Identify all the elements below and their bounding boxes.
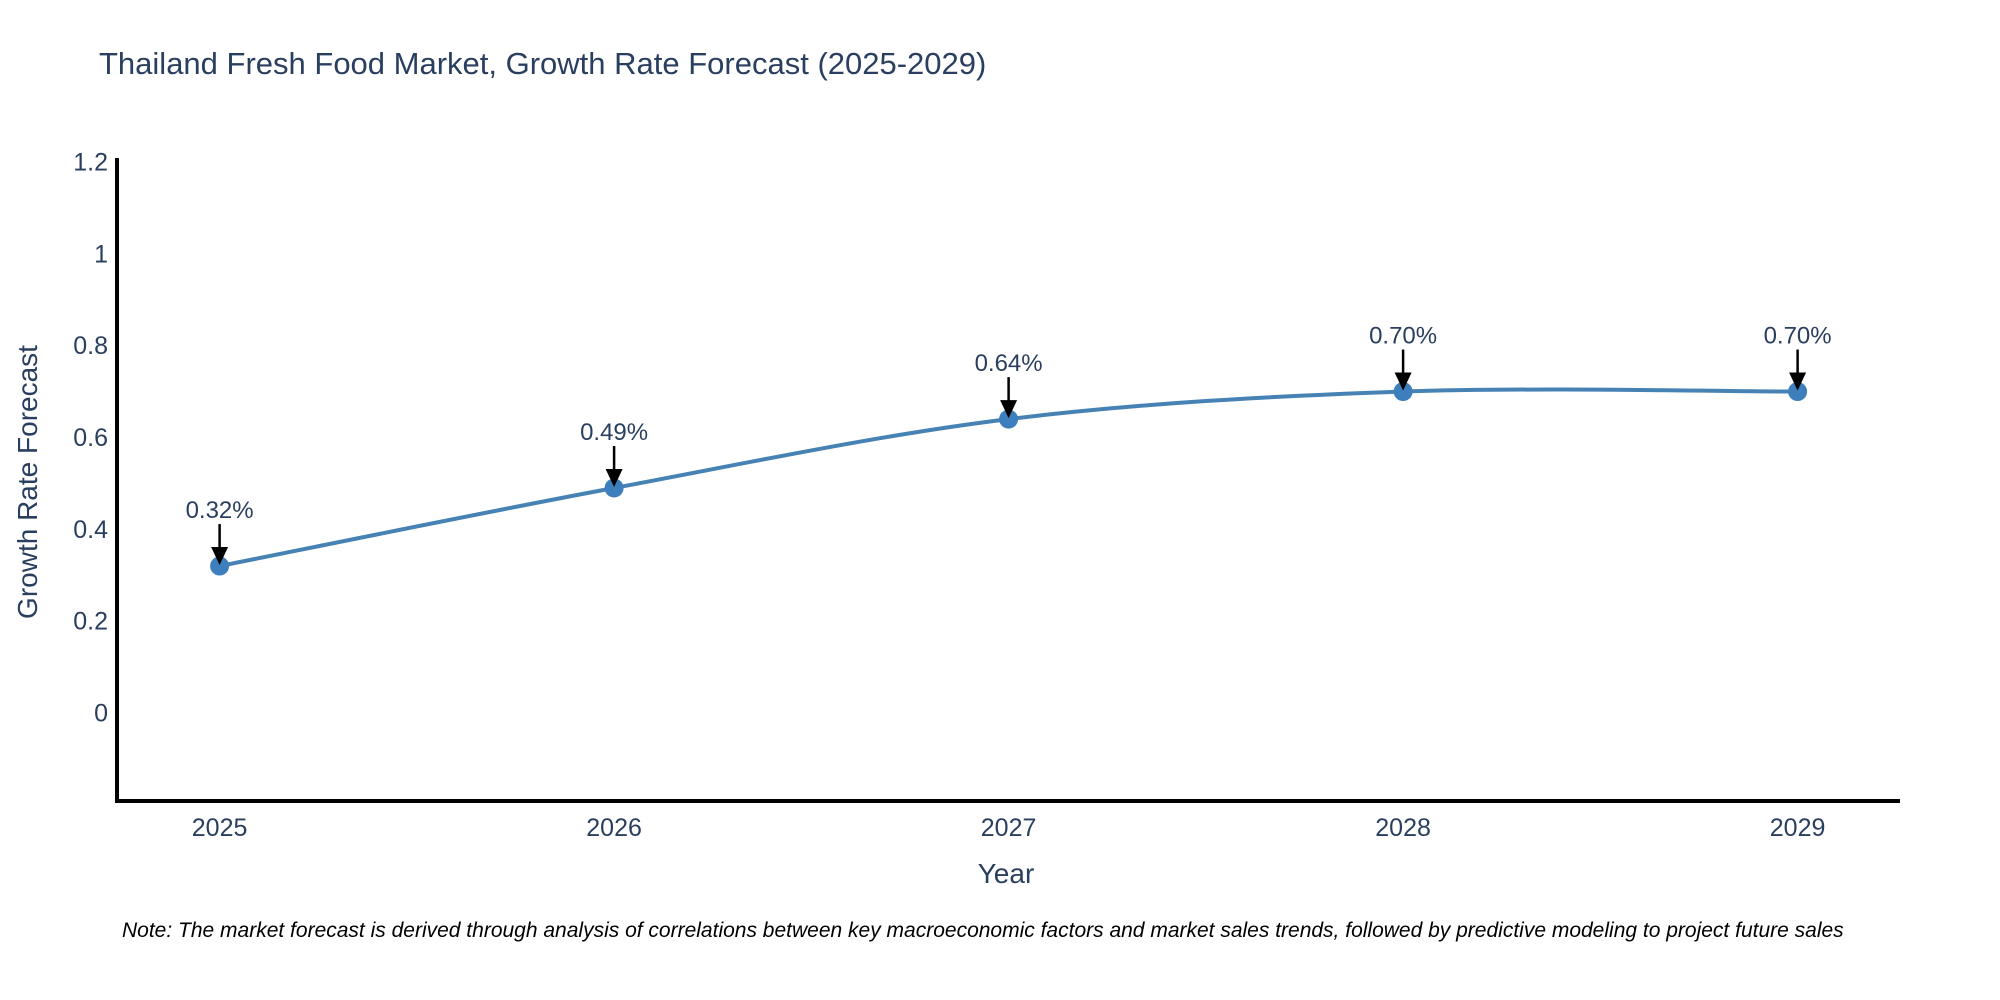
annotation-arrowhead-icon — [1789, 372, 1807, 391]
footnote: Note: The market forecast is derived thr… — [122, 919, 1844, 942]
annotation-arrowhead-icon — [211, 547, 229, 566]
chart-title: Thailand Fresh Food Market, Growth Rate … — [99, 46, 987, 81]
point-label: 0.70% — [1369, 323, 1437, 350]
x-axis-title: Year — [977, 858, 1035, 889]
point-label: 0.32% — [186, 497, 254, 524]
data-point-2026[interactable] — [604, 478, 624, 498]
annotation-arrowhead-icon — [1000, 400, 1018, 419]
data-point-2025[interactable] — [210, 556, 230, 576]
y-tick-label: 1.2 — [73, 148, 108, 176]
y-axis-title: Growth Rate Forecast — [12, 345, 43, 619]
y-tick-label: 0.8 — [73, 332, 108, 360]
annotation-arrowhead-icon — [605, 468, 623, 487]
x-tick-label: 2027 — [981, 814, 1037, 842]
annotation-arrowhead-icon — [1394, 372, 1412, 391]
point-label: 0.70% — [1764, 323, 1832, 350]
y-tick-label: 1 — [94, 240, 108, 268]
x-tick-label: 2025 — [192, 814, 248, 842]
data-point-2029[interactable] — [1788, 382, 1808, 402]
x-tick-label: 2026 — [586, 814, 642, 842]
y-tick-label: 0.2 — [73, 608, 108, 636]
point-label: 0.49% — [580, 419, 648, 446]
y-tick-label: 0.4 — [73, 516, 108, 544]
x-tick-label: 2028 — [1375, 814, 1431, 842]
y-tick-label: 0.6 — [73, 424, 108, 452]
y-tick-label: 0 — [94, 700, 108, 728]
data-point-2027[interactable] — [999, 409, 1019, 429]
data-point-2028[interactable] — [1393, 382, 1413, 402]
point-label: 0.64% — [975, 350, 1043, 377]
x-tick-label: 2029 — [1770, 814, 1826, 842]
